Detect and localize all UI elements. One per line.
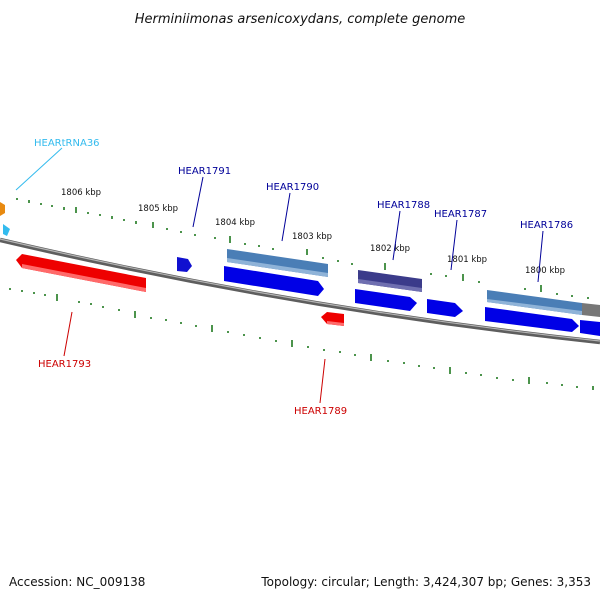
gene-label-hear1788[interactable]: HEAR1788 xyxy=(377,200,430,211)
scale-label: 1800 kbp xyxy=(525,266,565,276)
cds-arrow-hear1790[interactable] xyxy=(224,266,324,296)
forward-cds-track xyxy=(177,257,600,336)
cds-arrow-hear1787[interactable] xyxy=(427,299,463,317)
scale-label: 1806 kbp xyxy=(61,188,101,198)
trna-feature[interactable] xyxy=(3,224,10,236)
gene-label-hear1787[interactable]: HEAR1787 xyxy=(434,209,487,220)
scale-label: 1803 kbp xyxy=(292,232,332,242)
edge-feature-orange[interactable] xyxy=(0,202,5,216)
genome-summary-text: Topology: circular; Length: 3,424,307 bp… xyxy=(260,575,591,589)
gene-label-hear1793[interactable]: HEAR1793 xyxy=(38,359,91,370)
gene-label-hear1791[interactable]: HEAR1791 xyxy=(178,166,231,177)
scale-label: 1801 kbp xyxy=(447,255,487,265)
gene-label-hear1790[interactable]: HEAR1790 xyxy=(266,182,319,193)
inner-tick-track xyxy=(9,288,594,390)
cds-arrow-hear1791[interactable] xyxy=(177,257,192,272)
cds-arrow-hear1786[interactable] xyxy=(485,307,579,332)
cds-arrow-partial[interactable] xyxy=(580,320,600,336)
outer-tick-track xyxy=(16,198,589,299)
accession-text: Accession: NC_009138 xyxy=(9,575,145,589)
scale-label: 1805 kbp xyxy=(138,204,178,214)
label-leader-lines xyxy=(15,147,544,404)
reverse-cds-track xyxy=(16,254,344,326)
gene-label-hear1786[interactable]: HEAR1786 xyxy=(520,220,573,231)
genome-backbone xyxy=(0,237,600,345)
forward-feature-shadows xyxy=(227,249,600,317)
gene-label-trna[interactable]: HEARtRNA36 xyxy=(34,138,100,149)
cds-arrow-hear1788[interactable] xyxy=(355,289,417,311)
map-title: Herminiimonas arsenicoxydans, complete g… xyxy=(135,12,465,27)
scale-label: 1804 kbp xyxy=(215,218,255,228)
gene-label-hear1789[interactable]: HEAR1789 xyxy=(294,406,347,417)
scale-label: 1802 kbp xyxy=(370,244,410,254)
